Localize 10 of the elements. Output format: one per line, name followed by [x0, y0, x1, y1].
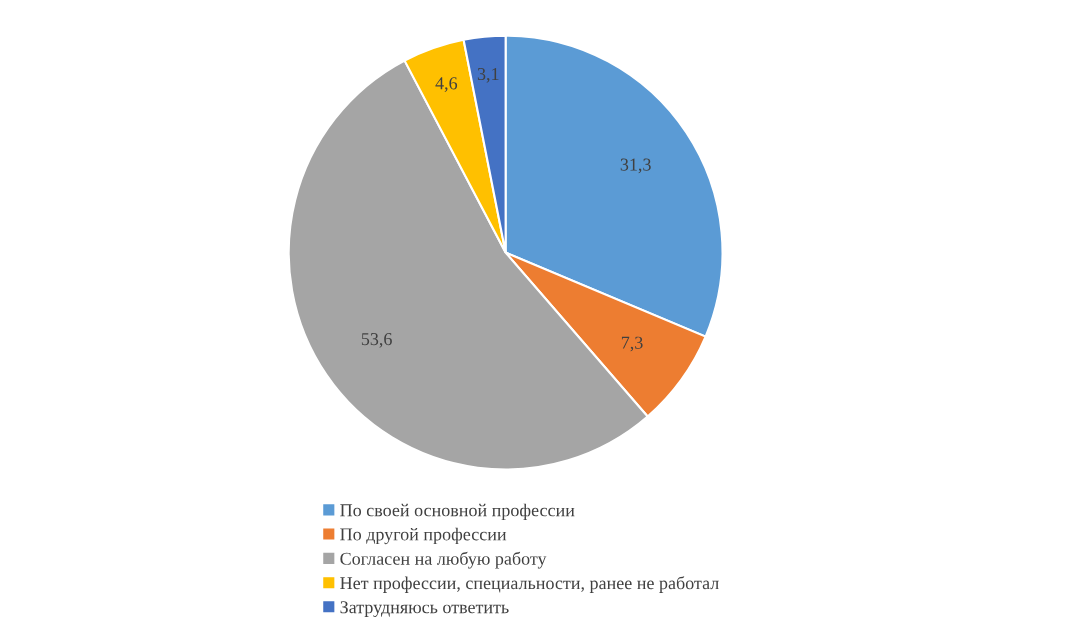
legend-label: По своей основной профессии [340, 503, 575, 521]
data-label: 4,6 [435, 77, 458, 92]
legend-label: Согласен на любую работу [340, 551, 547, 569]
data-label: 7,3 [621, 336, 643, 352]
legend-label: По другой профессии [340, 527, 507, 545]
legend-label: Нет профессии, специальности, ранее не работал [340, 576, 719, 593]
legend-label: Затрудняюсь ответить [340, 601, 509, 618]
data-label: 53,6 [361, 333, 392, 348]
data-label: 31,3 [620, 158, 651, 174]
data-label: 3,1 [477, 67, 499, 83]
